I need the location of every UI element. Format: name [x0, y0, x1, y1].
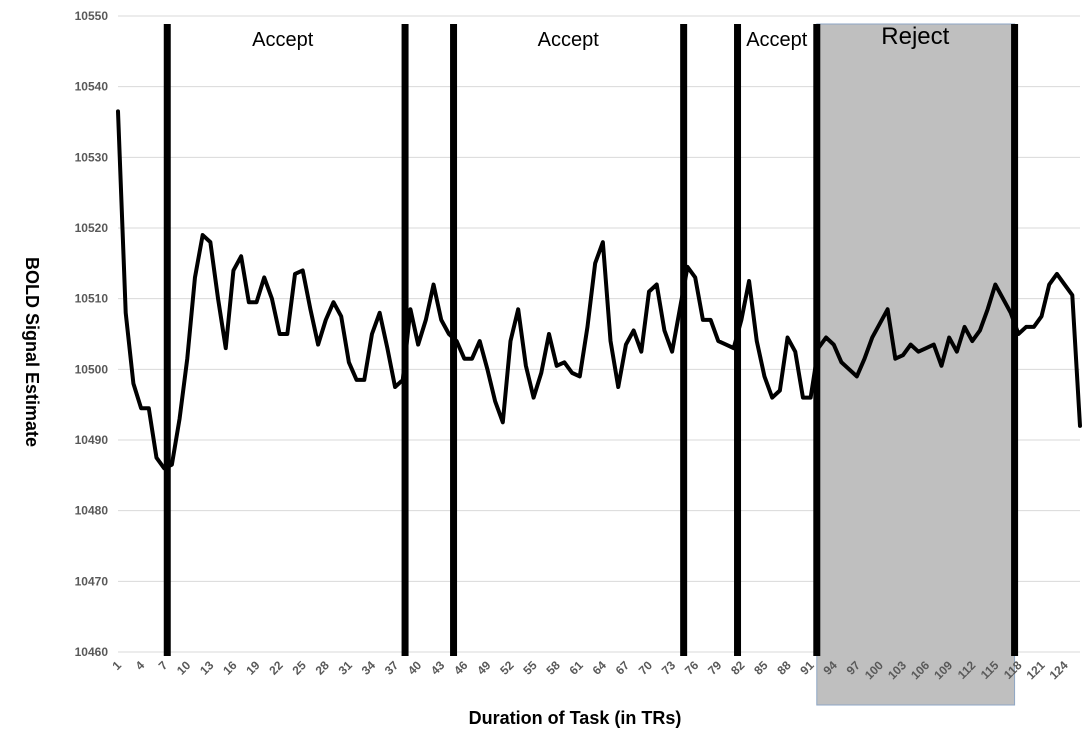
x-tick-label: 19	[243, 658, 263, 678]
y-tick-label: 10500	[75, 362, 109, 376]
x-tick-label: 31	[336, 658, 356, 678]
x-tick-label: 124	[1047, 658, 1071, 682]
x-tick-label: 91	[797, 658, 817, 678]
x-tick-label: 121	[1024, 658, 1048, 682]
region-label-reject: Reject	[881, 23, 949, 50]
x-tick-label: 37	[382, 658, 402, 678]
x-tick-label: 16	[220, 658, 240, 678]
y-axis-ticks: 10460 10470 10480 10490 10500 10510 10520 10530…	[75, 9, 109, 659]
x-tick-label: 76	[682, 658, 702, 678]
x-tick-label: 58	[543, 658, 563, 678]
x-tick-label: 55	[520, 658, 540, 678]
x-tick-label: 10	[174, 658, 194, 678]
x-tick-label: 7	[156, 658, 171, 673]
gridlines	[118, 15, 1080, 653]
x-tick-label: 4	[133, 658, 148, 673]
region-labels: Accept Accept Accept Reject	[252, 23, 950, 51]
y-tick-label: 10540	[75, 80, 109, 94]
x-tick-label: 40	[405, 658, 425, 678]
x-tick-label: 64	[590, 658, 610, 678]
y-axis-title: BOLD Signal Estimate	[22, 257, 42, 447]
region-label-accept: Accept	[252, 29, 314, 51]
x-tick-label: 79	[705, 658, 725, 678]
x-tick-label: 28	[313, 658, 333, 678]
x-tick-label: 88	[774, 658, 794, 678]
x-tick-label: 82	[728, 658, 748, 678]
region-label-accept: Accept	[538, 29, 600, 51]
x-tick-label: 73	[659, 658, 679, 678]
x-tick-label: 43	[428, 658, 448, 678]
x-tick-label: 1	[109, 658, 124, 673]
reject-shade	[816, 23, 1016, 706]
x-tick-label: 46	[451, 658, 471, 678]
x-tick-label: 52	[497, 658, 517, 678]
x-tick-label: 25	[289, 658, 309, 678]
x-tick-label: 61	[567, 658, 587, 678]
y-tick-label: 10460	[75, 645, 109, 659]
phase-boundaries	[163, 24, 1019, 656]
x-tick-label: 13	[197, 658, 217, 678]
x-tick-label: 70	[636, 658, 656, 678]
x-axis-title: Duration of Task (in TRs)	[469, 708, 682, 728]
y-tick-label: 10550	[75, 9, 109, 23]
x-tick-label: 22	[266, 658, 286, 678]
y-tick-label: 10490	[75, 433, 109, 447]
series-layer	[116, 109, 1082, 471]
y-tick-label: 10520	[75, 221, 109, 235]
y-tick-label: 10510	[75, 292, 109, 306]
x-tick-label: 34	[359, 658, 379, 678]
x-tick-label: 49	[474, 658, 494, 678]
region-label-accept: Accept	[746, 29, 808, 51]
series-line	[116, 109, 1082, 471]
reject-region	[816, 23, 1016, 706]
y-tick-label: 10480	[75, 504, 109, 518]
y-tick-label: 10530	[75, 150, 109, 164]
y-tick-label: 10470	[75, 574, 109, 588]
x-tick-label: 85	[751, 658, 771, 678]
x-tick-label: 67	[613, 658, 633, 678]
